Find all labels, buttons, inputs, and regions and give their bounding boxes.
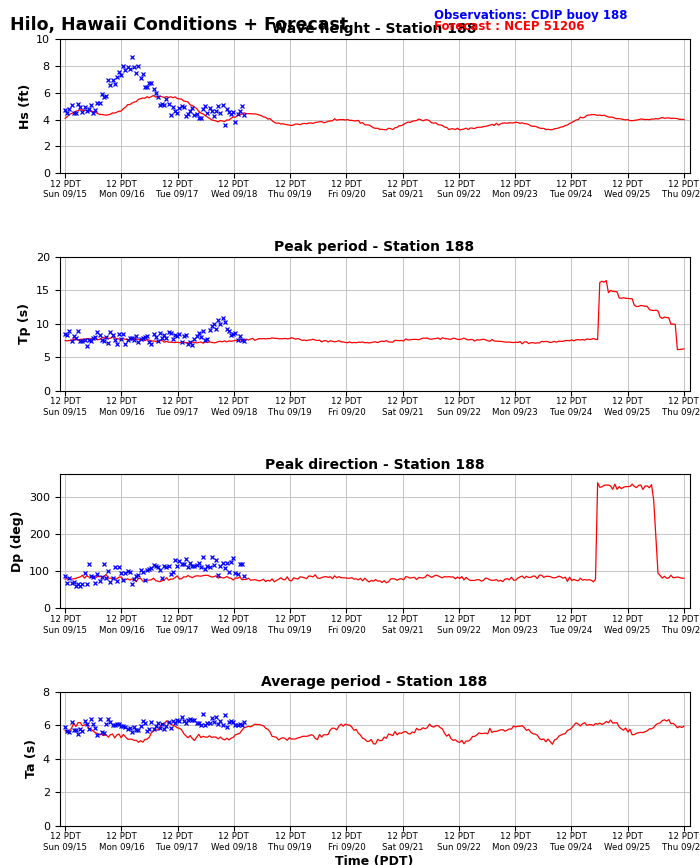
Title: Peak period - Station 188: Peak period - Station 188 [274,240,475,254]
Title: Peak direction - Station 188: Peak direction - Station 188 [265,458,484,471]
Y-axis label: Ta (s): Ta (s) [25,740,38,778]
Text: Observations: CDIP buoy 188: Observations: CDIP buoy 188 [434,9,627,22]
Y-axis label: Tp (s): Tp (s) [18,304,32,344]
Y-axis label: Hs (ft): Hs (ft) [19,83,32,129]
Text: Forecast : NCEP 51206: Forecast : NCEP 51206 [434,20,584,33]
Y-axis label: Dp (deg): Dp (deg) [11,510,25,572]
Title: Wave height - Station 188: Wave height - Station 188 [272,22,477,36]
X-axis label: Time (PDT): Time (PDT) [335,855,414,865]
Text: Hilo, Hawaii Conditions + Forecast: Hilo, Hawaii Conditions + Forecast [10,16,349,34]
Title: Average period - Station 188: Average period - Station 188 [261,676,488,689]
